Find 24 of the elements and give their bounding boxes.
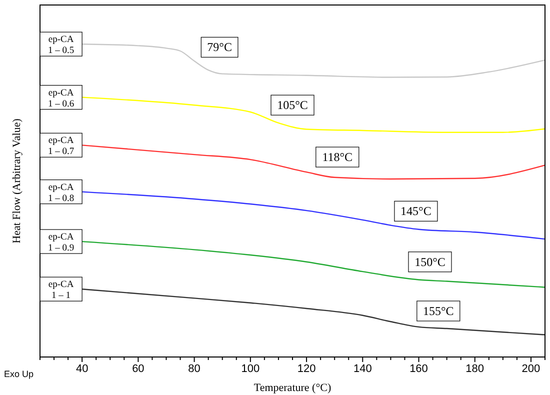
series-label: ep-CA 1 – 0.6 xyxy=(48,88,74,110)
series-label: ep-CA 1 – 0.7 xyxy=(48,136,74,158)
annotation: 79°C xyxy=(207,40,232,54)
series-label: ep-CA 1 – 0.9 xyxy=(48,232,74,254)
x-tick-label: 160 xyxy=(410,363,428,375)
annotation: 105°C xyxy=(277,98,308,112)
x-tick-label: 100 xyxy=(241,363,260,375)
x-tick-label: 140 xyxy=(353,363,372,375)
x-tick-label: 120 xyxy=(297,363,316,375)
y-axis-title: Heat Flow (Arbitrary Value) xyxy=(11,118,23,244)
series-label: ep-CA 1 – 0.5 xyxy=(48,35,74,56)
annotation: 150°C xyxy=(414,254,446,269)
x-tick-label: 200 xyxy=(522,363,540,375)
annotation: 155°C xyxy=(422,304,454,318)
x-tick-label: 40 xyxy=(76,363,88,375)
text: Exo Up xyxy=(4,369,34,379)
series-label: ep-CA 1 – 0.8 xyxy=(48,182,74,204)
x-tick-label: 60 xyxy=(132,363,144,375)
annotation: 118°C xyxy=(322,150,353,164)
x-tick-label: 180 xyxy=(466,363,484,375)
series-label: ep-CA 1 – 1 xyxy=(48,280,74,302)
x-axis-title: Temperature (°C) xyxy=(254,382,332,394)
x-tick-label: 80 xyxy=(188,363,200,375)
annotation: 145°C xyxy=(400,204,432,218)
